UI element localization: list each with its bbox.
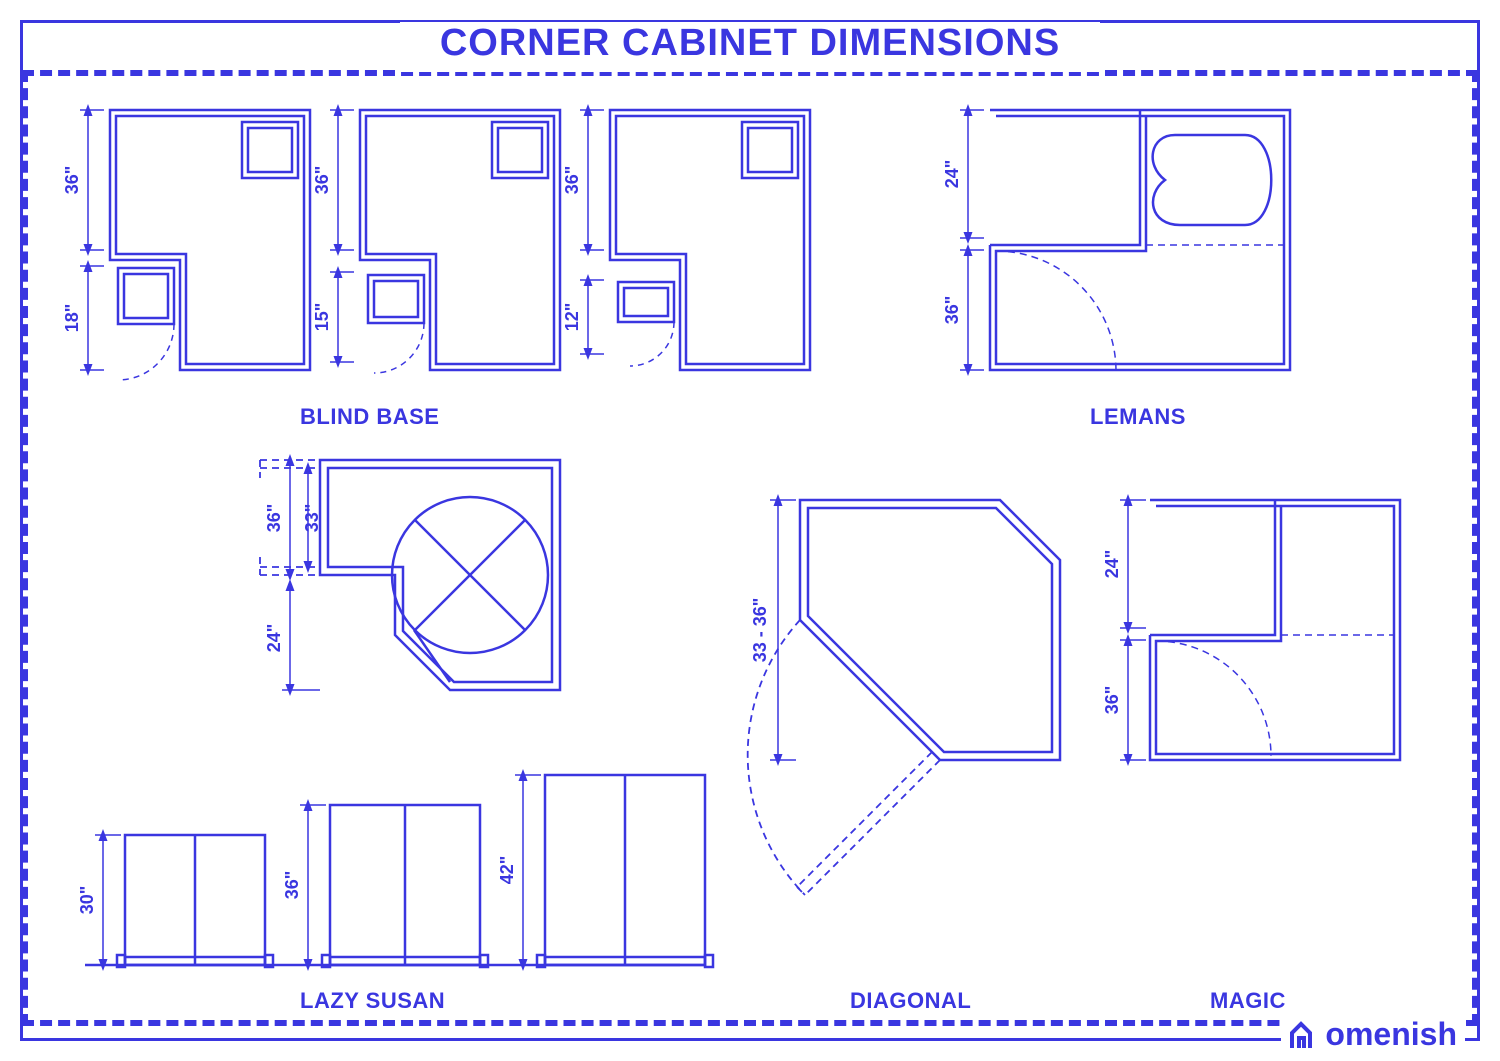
brand-logo: omenish xyxy=(1281,1016,1465,1053)
dim-ls-24: 24" xyxy=(264,624,284,653)
dim-lsf-36: 36" xyxy=(282,871,302,900)
dim-lemans-top: 24" xyxy=(942,160,962,189)
dim-lsf-42: 42" xyxy=(497,856,517,885)
diagram-svg: 36" 18" 36" 15" xyxy=(0,0,1500,1061)
house-icon xyxy=(1289,1020,1323,1050)
dim-ls-36: 36" xyxy=(264,504,284,533)
dim-ls-33: 33" xyxy=(302,504,322,533)
dim-bb3-top: 36" xyxy=(562,166,582,195)
dim-bb1-top: 36" xyxy=(62,166,82,195)
dim-diagonal: 33 - 36" xyxy=(750,598,770,663)
dim-bb3-low: 12" xyxy=(562,303,582,332)
dim-bb2-top: 36" xyxy=(312,166,332,195)
dim-lemans-low: 36" xyxy=(942,296,962,325)
dim-lsf-30: 30" xyxy=(77,886,97,915)
dim-bb1-low: 18" xyxy=(62,304,82,333)
dim-magic-top: 24" xyxy=(1102,550,1122,579)
dim-bb2-low: 15" xyxy=(312,303,332,332)
logo-text: omenish xyxy=(1325,1016,1457,1053)
page-title: CORNER CABINET DIMENSIONS xyxy=(400,22,1100,72)
dim-magic-low: 36" xyxy=(1102,686,1122,715)
